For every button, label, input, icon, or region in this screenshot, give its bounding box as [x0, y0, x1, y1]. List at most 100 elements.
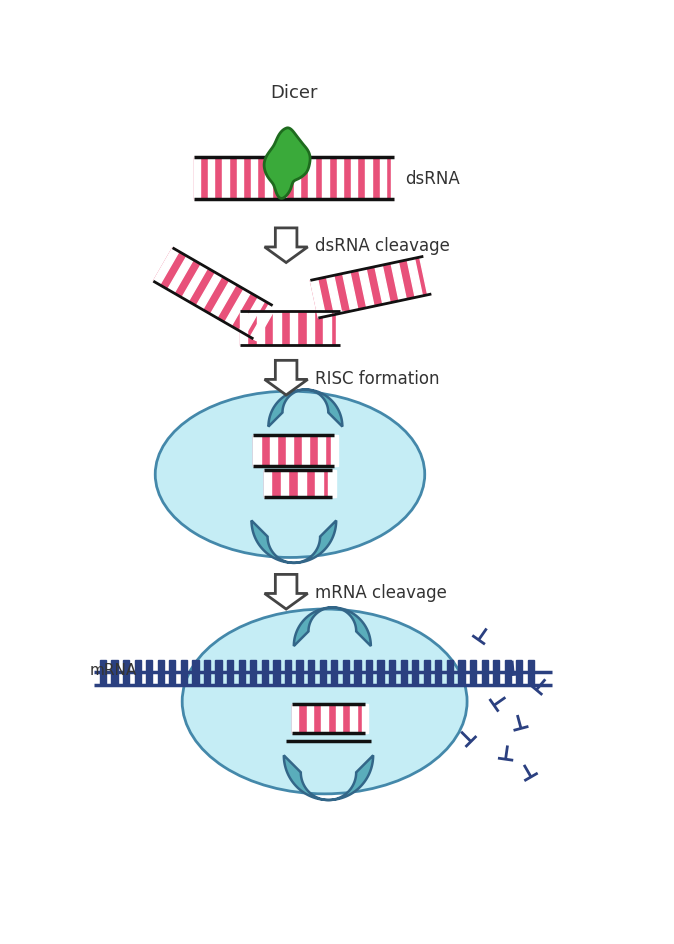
Bar	[516, 660, 522, 684]
Bar	[318, 435, 326, 466]
Bar	[193, 158, 394, 200]
Bar	[359, 269, 374, 309]
Bar	[250, 304, 276, 342]
Bar	[336, 312, 344, 346]
Bar	[319, 660, 326, 684]
Bar	[274, 660, 280, 684]
Bar	[193, 158, 200, 200]
Bar	[362, 704, 369, 733]
Ellipse shape	[182, 610, 467, 794]
Bar	[297, 660, 303, 684]
Bar	[377, 660, 384, 684]
Bar	[310, 257, 431, 319]
Bar	[458, 660, 464, 684]
Bar	[322, 158, 329, 200]
Bar	[315, 471, 323, 497]
Bar	[154, 248, 179, 285]
Bar	[270, 435, 277, 466]
Bar	[216, 660, 222, 684]
Bar	[350, 704, 357, 733]
Bar	[286, 435, 293, 466]
Bar	[239, 660, 245, 684]
Bar	[257, 312, 264, 346]
Bar	[266, 158, 272, 200]
Bar	[400, 660, 407, 684]
Bar	[310, 279, 326, 319]
Bar	[262, 660, 268, 684]
Polygon shape	[264, 128, 310, 199]
Polygon shape	[265, 361, 308, 396]
Bar	[210, 281, 236, 318]
Polygon shape	[284, 755, 373, 801]
Bar	[294, 158, 301, 200]
Bar	[158, 660, 164, 684]
Bar	[389, 660, 395, 684]
Bar	[192, 660, 199, 684]
Bar	[366, 660, 372, 684]
Bar	[355, 660, 361, 684]
Bar	[208, 158, 214, 200]
Ellipse shape	[155, 392, 425, 558]
Bar	[326, 276, 342, 315]
Bar	[280, 158, 286, 200]
Bar	[435, 660, 441, 684]
Bar	[328, 471, 336, 497]
Bar	[168, 257, 193, 294]
Bar	[227, 660, 233, 684]
Bar	[181, 660, 187, 684]
Bar	[493, 660, 499, 684]
Bar	[407, 259, 423, 298]
Bar	[240, 312, 340, 346]
Bar	[253, 435, 261, 466]
Bar	[182, 265, 208, 302]
Bar	[307, 704, 313, 733]
Bar	[342, 273, 358, 312]
Bar	[505, 660, 511, 684]
Bar	[111, 660, 117, 684]
Text: dsRNA cleavage: dsRNA cleavage	[315, 237, 450, 255]
Bar	[336, 704, 342, 733]
Bar	[337, 158, 343, 200]
Bar	[302, 435, 309, 466]
Bar	[470, 660, 477, 684]
Bar	[292, 704, 299, 733]
Bar	[253, 435, 334, 466]
Bar	[154, 248, 272, 340]
Bar	[343, 660, 349, 684]
Polygon shape	[268, 390, 342, 427]
Bar	[420, 257, 435, 295]
Bar	[169, 660, 175, 684]
Bar	[412, 660, 419, 684]
Bar	[331, 435, 338, 466]
Bar	[239, 298, 265, 335]
Bar	[298, 471, 305, 497]
Bar	[308, 158, 315, 200]
Bar	[123, 660, 129, 684]
Bar	[225, 290, 251, 327]
Bar	[482, 660, 488, 684]
Text: RISC formation: RISC formation	[315, 369, 440, 387]
Bar	[307, 312, 314, 346]
Bar	[321, 704, 328, 733]
Bar	[290, 312, 297, 346]
Bar	[273, 312, 281, 346]
Text: dsRNA: dsRNA	[406, 170, 460, 188]
Polygon shape	[251, 521, 336, 564]
Bar	[100, 660, 106, 684]
Bar	[251, 158, 257, 200]
Bar	[351, 158, 357, 200]
Bar	[250, 660, 256, 684]
Bar	[264, 471, 332, 497]
Bar	[222, 158, 228, 200]
Bar	[204, 660, 210, 684]
Bar	[285, 660, 291, 684]
Bar	[331, 660, 338, 684]
Bar	[391, 262, 406, 301]
Bar	[146, 660, 152, 684]
Bar	[375, 266, 390, 305]
Bar	[447, 660, 453, 684]
Bar	[280, 471, 288, 497]
Text: mRNA cleavage: mRNA cleavage	[315, 583, 448, 601]
Bar	[424, 660, 430, 684]
Bar	[308, 660, 314, 684]
